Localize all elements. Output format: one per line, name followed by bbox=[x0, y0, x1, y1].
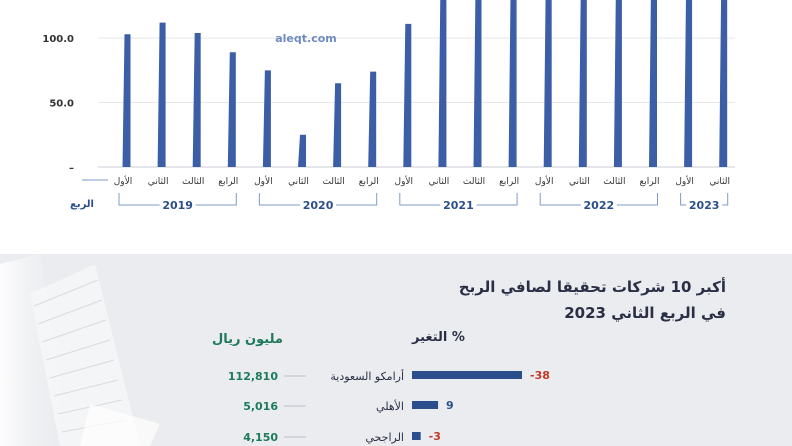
bar-2023-q2 bbox=[719, 0, 728, 167]
quarter-label: الثاني bbox=[569, 177, 590, 187]
bar-2021-q3 bbox=[473, 0, 482, 167]
bar-2021-q4 bbox=[508, 0, 517, 167]
quarter-label: الرابع bbox=[499, 177, 519, 187]
panel-title-line-2: في الربع الثاني 2023 bbox=[564, 304, 726, 322]
bar-2022-q1 bbox=[543, 0, 552, 167]
company-change-label: -38 bbox=[530, 369, 550, 382]
year-label: 2019 bbox=[162, 199, 193, 212]
quarter-label: الثالث bbox=[603, 177, 625, 187]
value-header: مليون ريال bbox=[212, 332, 283, 347]
building-decoration bbox=[0, 254, 160, 446]
y-tick-label: – bbox=[69, 163, 74, 174]
quarter-label: الثالث bbox=[322, 177, 344, 187]
y-tick-label: 100.0 bbox=[42, 34, 74, 45]
bar-2020-q3 bbox=[333, 83, 342, 167]
quarter-label: الثاني bbox=[429, 177, 450, 187]
quarter-label: الأول bbox=[675, 175, 694, 187]
company-change-bar bbox=[412, 401, 439, 409]
quarter-label: الثاني bbox=[288, 177, 309, 187]
quarter-label: الرابع bbox=[359, 177, 379, 187]
company-change-label: -3 bbox=[429, 430, 441, 443]
company-rows: -38 أرامكو السعودية 112,810 9 الأهلي 5,016 -3 ا… bbox=[228, 369, 550, 444]
company-name: الأهلي bbox=[376, 399, 404, 413]
bar-2021-q2 bbox=[438, 0, 447, 167]
chart-gridlines bbox=[98, 37, 735, 168]
quarter-label: الأول bbox=[395, 175, 414, 187]
year-label-bg bbox=[580, 197, 617, 211]
quarter-label: الأول bbox=[535, 175, 554, 187]
quarter-labels: الأول الثاني الثالث الرابع الأول الثاني الثالث… bbox=[114, 175, 730, 187]
year-label: 2021 bbox=[443, 199, 474, 212]
year-label: 2020 bbox=[303, 199, 334, 212]
bar-2021-q1 bbox=[403, 23, 412, 167]
bar-2022-q4 bbox=[649, 0, 657, 167]
panel-title-line-1: أكبر 10 شركات تحقيقا لصافي الربح bbox=[458, 278, 726, 296]
company-profit-value: 5,016 bbox=[243, 400, 278, 413]
bar-2019-q3 bbox=[192, 32, 201, 168]
quarter-label: الثاني bbox=[709, 177, 730, 187]
bar-2019-q1 bbox=[122, 34, 131, 167]
y-axis-ticks: 100.0 50.0 – bbox=[42, 34, 74, 174]
bar-2020-q1 bbox=[262, 70, 271, 167]
company-profit-value: 112,810 bbox=[228, 370, 278, 383]
company-change-bar bbox=[412, 371, 522, 379]
bar-2022-q3 bbox=[613, 0, 622, 167]
year-label: 2023 bbox=[689, 199, 720, 212]
bar-series bbox=[122, 0, 728, 168]
year-label-bg bbox=[440, 197, 477, 211]
bar-2023-q1 bbox=[684, 0, 693, 167]
company-name: الراجحي bbox=[365, 431, 404, 444]
company-name: أرامكو السعودية bbox=[330, 369, 404, 383]
bar-2020-q2 bbox=[298, 134, 306, 167]
bar-2022-q2 bbox=[578, 0, 587, 167]
quarter-label: الرابع bbox=[218, 177, 238, 187]
bar-2019-q4 bbox=[227, 52, 236, 167]
quarterly-profit-chart: 100.050.0– aleqt.com الأول الثاني الثالث ال… bbox=[42, 0, 735, 212]
quarter-axis-label: الربع bbox=[70, 199, 94, 210]
year-label-bg bbox=[686, 197, 723, 211]
quarter-label: الأول bbox=[114, 175, 133, 187]
quarter-label: الرابع bbox=[639, 177, 659, 187]
company-change-label: 9 bbox=[446, 399, 454, 412]
top-companies-panel: أكبر 10 شركات تحقيقا لصافي الربح في الرب… bbox=[0, 254, 792, 446]
change-header: التغير % bbox=[412, 330, 465, 345]
year-brackets: 2019 2020 2021 2022 2023 bbox=[82, 179, 729, 212]
y-tick-label: 50.0 bbox=[49, 99, 74, 110]
bar-2019-q2 bbox=[157, 22, 166, 168]
quarter-label: الثالث bbox=[463, 177, 485, 187]
quarter-label: الثاني bbox=[148, 177, 169, 187]
bar-2020-q4 bbox=[368, 71, 377, 167]
brand-watermark: aleqt.com bbox=[275, 32, 337, 45]
year-label-bg bbox=[159, 197, 196, 211]
year-label: 2022 bbox=[584, 199, 615, 212]
quarter-label: الثالث bbox=[182, 177, 204, 187]
company-profit-value: 4,150 bbox=[243, 431, 278, 444]
companies-bar-chart: -38 أرامكو السعودية 112,810 9 الأهلي 5,016 -3 ا… bbox=[228, 369, 550, 444]
quarter-label: الأول bbox=[254, 175, 273, 187]
company-change-bar bbox=[412, 432, 421, 440]
year-label-bg bbox=[300, 197, 337, 211]
